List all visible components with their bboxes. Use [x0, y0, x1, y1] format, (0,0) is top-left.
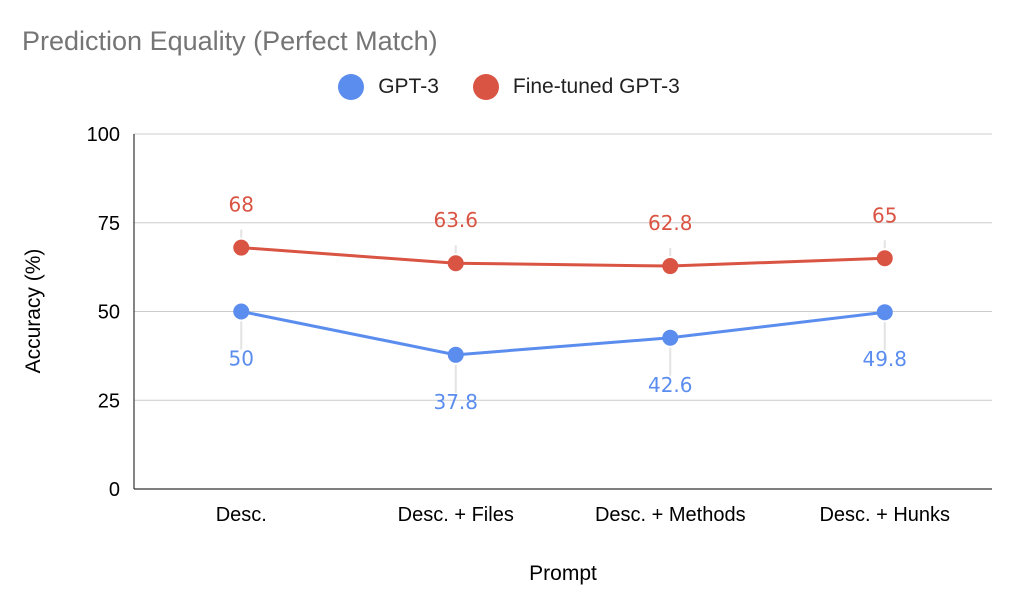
x-tick-2: Desc. + Methods	[595, 504, 746, 526]
point-1-0	[233, 239, 250, 256]
x-tick-0: Desc.	[216, 504, 267, 526]
y-tick-0: 0	[109, 479, 120, 501]
legend-marker-fine-tuned-gpt3	[472, 74, 499, 100]
data-label-0-1: 37.8	[433, 390, 478, 414]
y-tick-75: 75	[98, 213, 120, 235]
data-label-1-2: 62.8	[648, 211, 693, 235]
legend-label-fine-tuned-gpt3: Fine-tuned GPT-3	[512, 75, 680, 98]
point-1-3	[876, 250, 893, 267]
data-label-1-1: 63.6	[433, 208, 478, 232]
data-label-0-2: 42.6	[648, 373, 693, 397]
legend: GPT-3 Fine-tuned GPT-3	[0, 74, 1018, 100]
x-tick-3: Desc. + Hunks	[819, 504, 950, 526]
point-1-1	[447, 255, 464, 272]
y-tick-50: 50	[98, 302, 120, 324]
data-label-1-3: 65	[872, 203, 897, 227]
series-line-1	[241, 246, 885, 268]
legend-item-fine-tuned-gpt3[interactable]: Fine-tuned GPT-3	[472, 74, 680, 100]
y-tick-25: 25	[98, 390, 120, 412]
point-0-1	[447, 346, 464, 363]
legend-marker-gpt3	[338, 74, 365, 100]
point-0-2	[662, 329, 679, 346]
chart-title: Prediction Equality (Perfect Match)	[22, 26, 438, 56]
y-axis-label: Accuracy (%)	[22, 249, 45, 374]
legend-item-gpt3[interactable]: GPT-3	[338, 74, 439, 100]
y-tick-100: 100	[87, 124, 120, 146]
point-1-2	[662, 258, 679, 275]
series-line-0	[240, 310, 885, 357]
data-label-0-3: 49.8	[862, 347, 907, 371]
point-0-0	[233, 303, 250, 320]
data-label-1-0: 68	[229, 193, 254, 217]
x-tick-1: Desc. + Files	[398, 504, 514, 526]
point-0-3	[876, 304, 893, 321]
x-axis-label: Prompt	[529, 562, 597, 585]
legend-label-gpt3: GPT-3	[378, 75, 439, 98]
data-label-0-0: 50	[229, 347, 254, 371]
